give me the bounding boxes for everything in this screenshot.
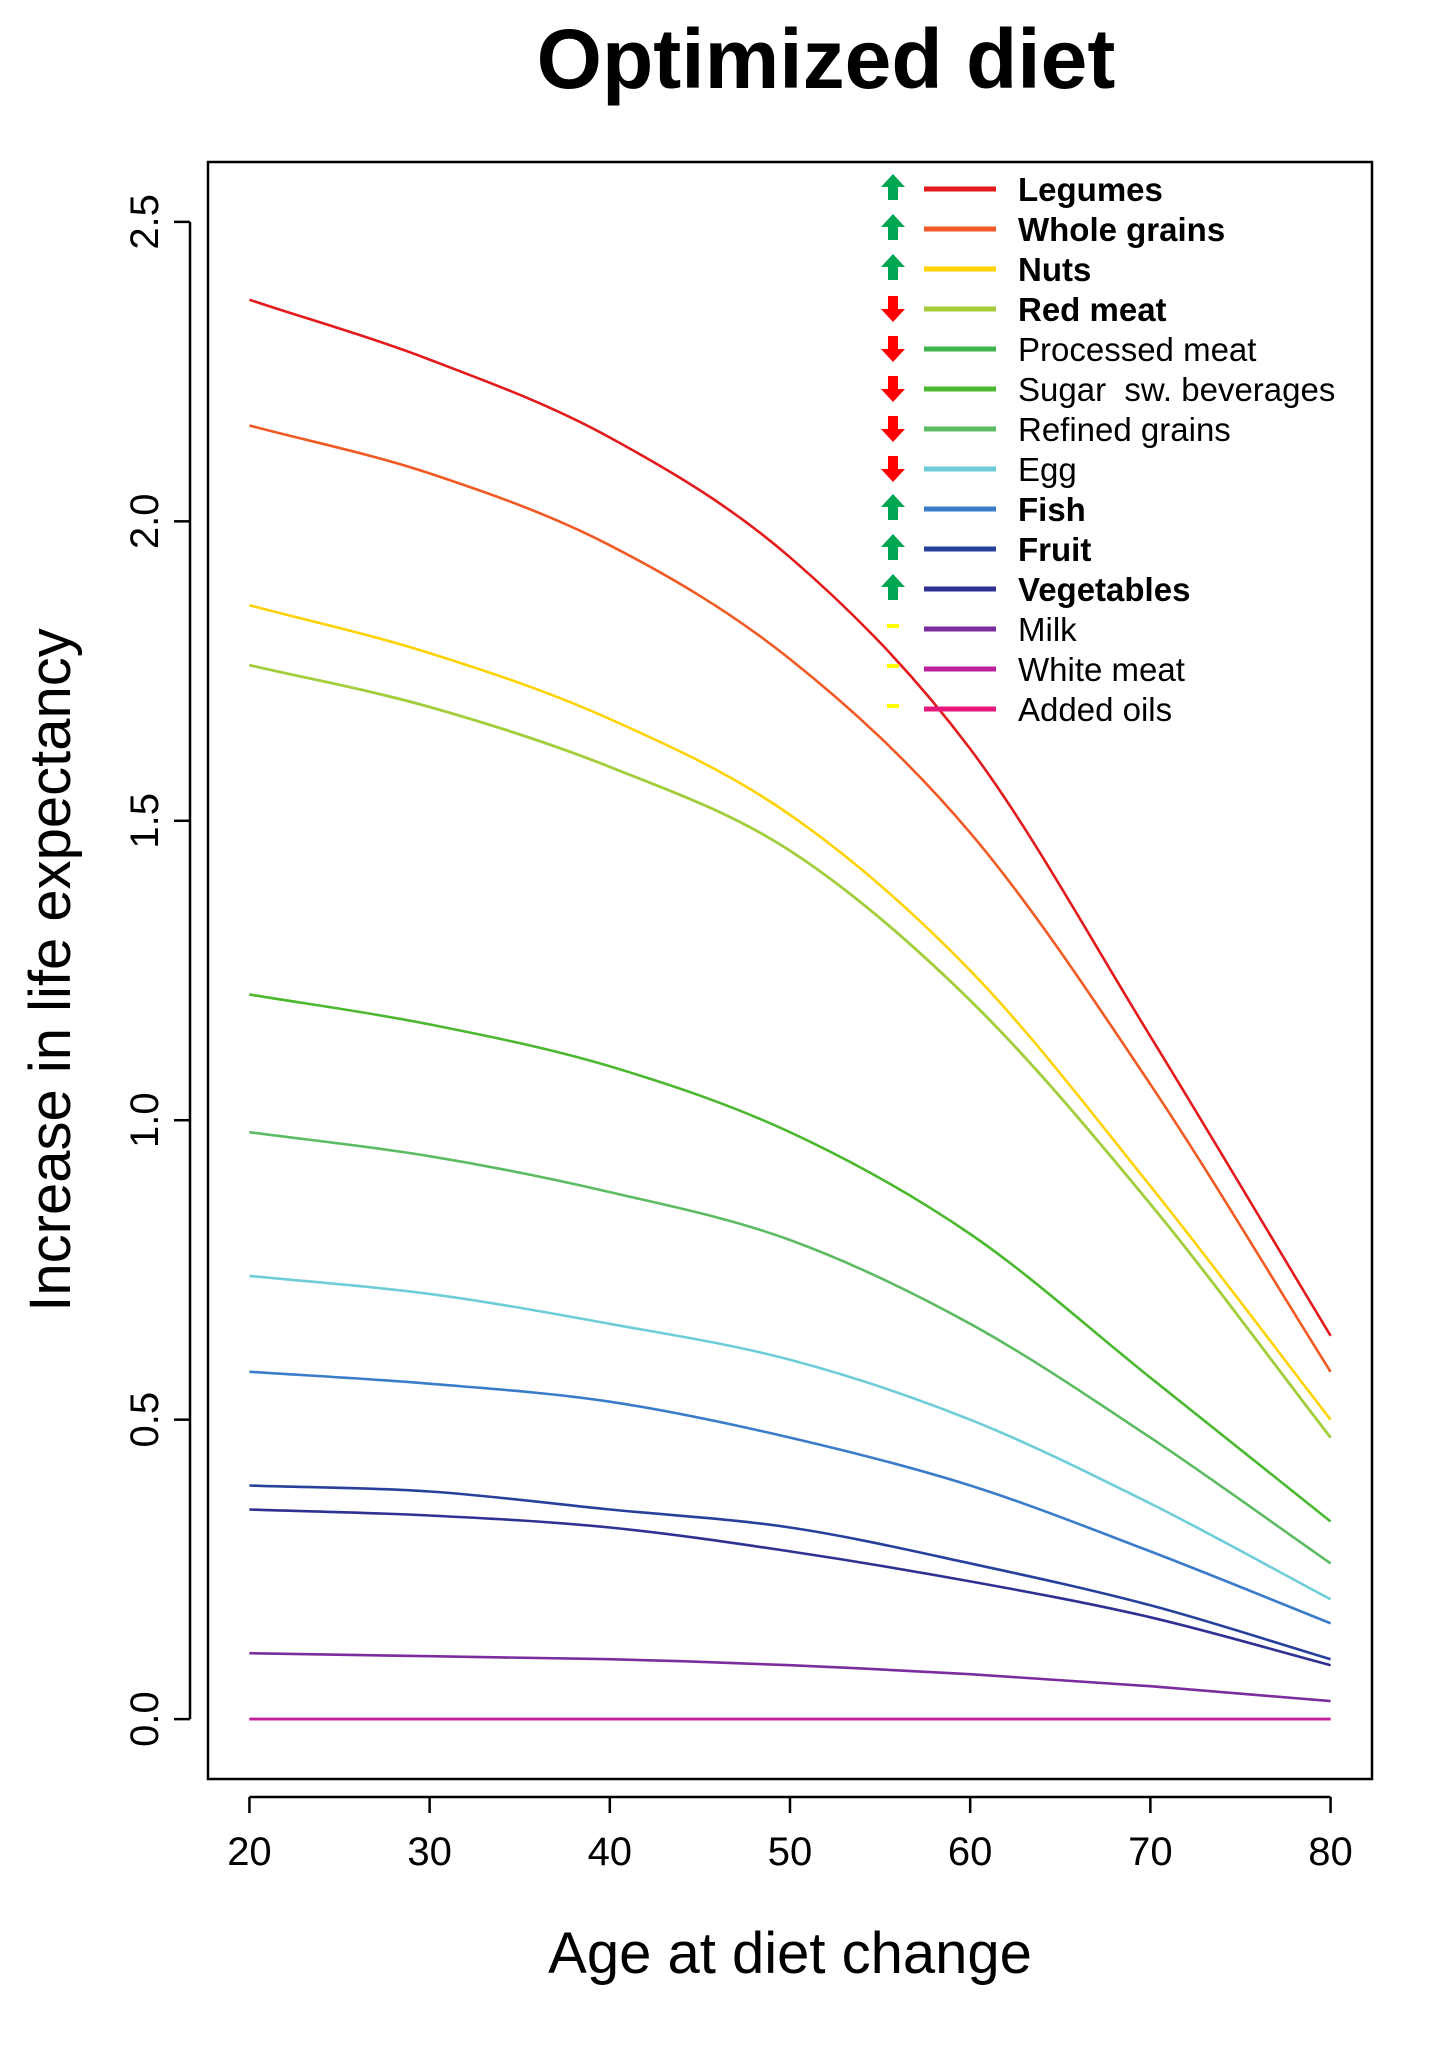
legend-label-fish: Fish [1018,491,1086,528]
x-tick-label: 80 [1308,1830,1353,1874]
down-arrow-icon [881,416,905,442]
y-tick-label: 0.5 [123,1392,167,1448]
x-tick-label: 20 [227,1830,272,1874]
up-arrow-icon [881,174,905,200]
up-arrow-icon [881,574,905,600]
x-tick-label: 60 [948,1830,993,1874]
legend-label-nuts: Nuts [1018,251,1091,288]
series-line-processed-meat [249,663,1332,1439]
up-arrow-icon [881,254,905,280]
legend-label-sugar-sw-beverages: Sugar sw. beverages [1018,371,1335,408]
series-line-vegetables [249,1508,1331,1667]
legend-label-whole-grains: Whole grains [1018,211,1225,248]
y-tick-label: 2.5 [123,194,167,250]
x-axis-label: Age at diet change [548,1921,1032,1986]
legend-label-legumes: Legumes [1018,171,1163,208]
x-tick-label: 50 [768,1830,813,1874]
series-line-fish [249,1370,1332,1625]
y-tick-label: 0.0 [123,1691,167,1747]
y-tick-label: 1.5 [123,793,167,849]
down-arrow-icon [881,296,905,322]
series-line-nuts [249,603,1332,1421]
legend-label-refined-grains: Refined grains [1018,411,1231,448]
legend-label-added-oils: Added oils [1018,691,1172,728]
dash-icon [887,624,899,628]
series-line-red-meat [249,663,1332,1439]
up-arrow-icon [881,214,905,240]
x-axis: 20 30 40 50 60 70 80 [227,1795,1353,1874]
series-line-refined-grains [249,1130,1332,1565]
legend-label-fruit: Fruit [1018,531,1091,568]
y-axis: 0.0 0.5 1.0 1.5 2.0 2.5 [123,194,192,1747]
series-lines [248,298,1332,1721]
legend-label-white-meat: White meat [1018,651,1185,688]
down-arrow-icon [881,376,905,402]
y-tick-label: 1.0 [123,1092,167,1148]
y-tick-label: 2.0 [123,494,167,550]
x-tick-label: 30 [407,1830,452,1874]
legend-label-vegetables: Vegetables [1018,571,1190,608]
up-arrow-icon [881,534,905,560]
down-arrow-icon [881,456,905,482]
chart-title: Optimized diet [537,12,1116,106]
y-axis-label: Increase in life expectancy [18,628,83,1311]
x-tick-label: 40 [588,1830,633,1874]
x-tick-label: 70 [1128,1830,1173,1874]
legend-label-red-meat: Red meat [1018,291,1167,328]
series-line-egg [249,1274,1332,1601]
dash-icon [887,664,899,668]
up-arrow-icon [881,494,905,520]
legend-label-milk: Milk [1018,611,1077,648]
dash-icon [887,704,899,708]
series-line-milk [249,1651,1331,1703]
down-arrow-icon [881,336,905,362]
series-line-fruit [249,1484,1331,1661]
series-line-sugar-sw-beverages [249,993,1332,1523]
legend-label-processed-meat: Processed meat [1018,331,1256,368]
legend-label-egg: Egg [1018,451,1077,488]
series-line-legumes [248,298,1332,1337]
series-line-whole-grains [249,424,1332,1373]
plot-frame [206,160,1374,1781]
